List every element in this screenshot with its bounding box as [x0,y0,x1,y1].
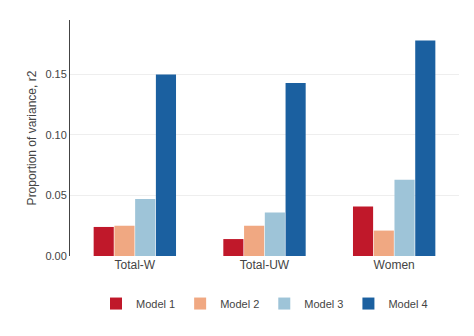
svg-text:Proportion of variance, r2: Proportion of variance, r2 [25,70,39,205]
svg-text:Model 2: Model 2 [220,298,259,310]
svg-text:Model 1: Model 1 [136,298,175,310]
svg-text:Model 3: Model 3 [304,298,343,310]
svg-text:0.15: 0.15 [45,68,66,80]
svg-text:Total-UW: Total-UW [240,258,290,272]
svg-text:0.05: 0.05 [45,189,66,201]
svg-text:0.00: 0.00 [45,250,66,262]
svg-text:Total-W: Total-W [114,258,155,272]
svg-text:Women: Women [374,258,415,272]
svg-text:0.10: 0.10 [45,129,66,141]
svg-text:Model 4: Model 4 [388,298,427,310]
